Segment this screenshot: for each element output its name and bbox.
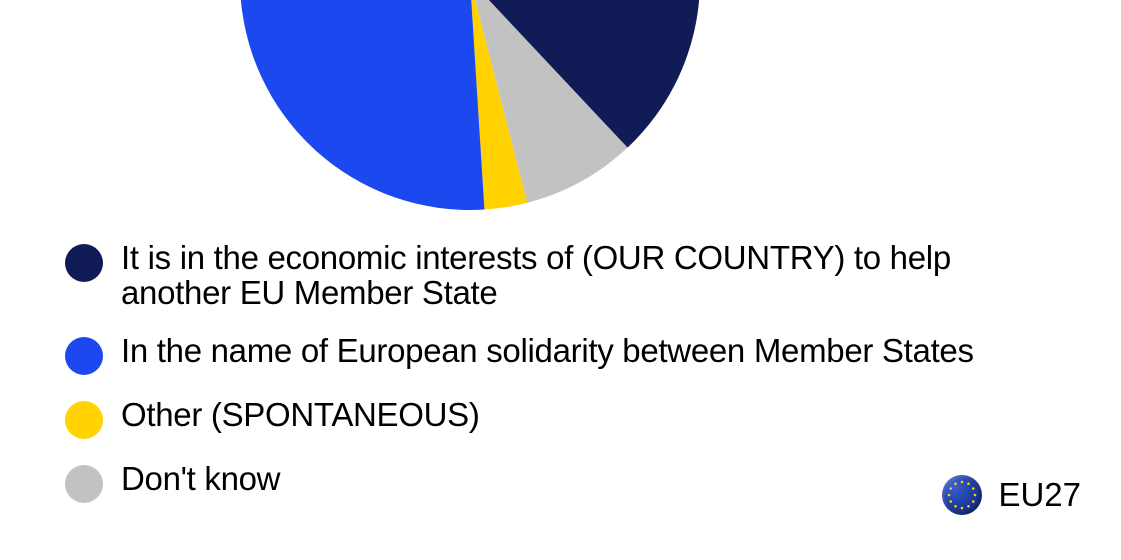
pie-slice-label-solidarity: 51% <box>293 0 381 6</box>
legend-item-solidarity: In the name of European solidarity betwe… <box>65 333 1025 375</box>
legend-label-economic_interests: It is in the economic interests of (OUR … <box>121 240 1001 311</box>
eu27-block: EU27 <box>942 475 1081 515</box>
legend-item-dont_know: Don't know <box>65 461 1025 503</box>
legend-dot-economic_interests <box>65 244 103 282</box>
chart-container: 51% It is in the economic interests of (… <box>0 0 1121 560</box>
legend-item-economic_interests: It is in the economic interests of (OUR … <box>65 240 1025 311</box>
legend-dot-dont_know <box>65 465 103 503</box>
pie-slice-solidarity <box>240 0 484 210</box>
eu-flag-icon <box>942 475 982 515</box>
legend-item-other_spontaneous: Other (SPONTANEOUS) <box>65 397 1025 439</box>
legend-label-other_spontaneous: Other (SPONTANEOUS) <box>121 397 480 432</box>
legend-label-solidarity: In the name of European solidarity betwe… <box>121 333 974 368</box>
pie-svg: 51% <box>190 0 750 230</box>
eu27-label: EU27 <box>998 476 1081 514</box>
legend-dot-other_spontaneous <box>65 401 103 439</box>
legend-label-dont_know: Don't know <box>121 461 280 496</box>
legend: It is in the economic interests of (OUR … <box>65 240 1025 525</box>
legend-dot-solidarity <box>65 337 103 375</box>
pie-chart: 51% <box>190 0 750 230</box>
